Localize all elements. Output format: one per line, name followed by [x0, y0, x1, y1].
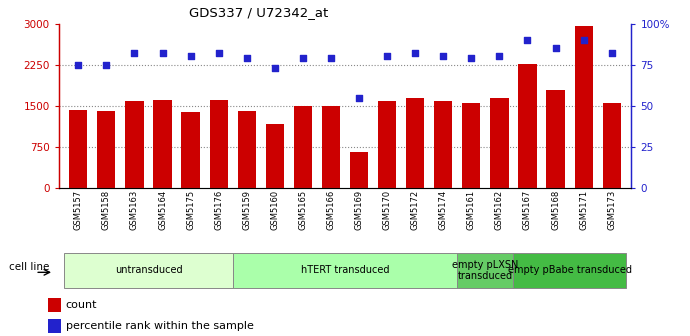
- Point: [494, 54, 505, 59]
- Text: cell line: cell line: [9, 262, 49, 272]
- Bar: [602, 102, 621, 188]
- Point: [269, 65, 280, 71]
- Bar: [126, 101, 144, 188]
- Bar: [48, 298, 61, 312]
- Title: GDS337 / U72342_at: GDS337 / U72342_at: [190, 6, 328, 19]
- Bar: [153, 100, 172, 188]
- Point: [437, 54, 448, 59]
- Bar: [322, 107, 340, 188]
- Bar: [462, 103, 480, 188]
- Bar: [69, 110, 88, 188]
- Point: [466, 55, 477, 61]
- Bar: [48, 319, 61, 333]
- Bar: [491, 98, 509, 188]
- Point: [353, 95, 364, 100]
- Point: [382, 54, 393, 59]
- Point: [522, 37, 533, 43]
- Point: [326, 55, 337, 61]
- Bar: [434, 101, 453, 188]
- Point: [157, 50, 168, 56]
- Point: [410, 50, 421, 56]
- Bar: [546, 90, 564, 188]
- Bar: [266, 125, 284, 188]
- Point: [72, 62, 83, 68]
- Point: [607, 50, 618, 56]
- FancyBboxPatch shape: [64, 253, 233, 288]
- Bar: [378, 101, 396, 188]
- Bar: [237, 111, 256, 188]
- Text: count: count: [66, 300, 97, 310]
- Bar: [294, 107, 312, 188]
- Text: hTERT transduced: hTERT transduced: [301, 265, 389, 276]
- FancyBboxPatch shape: [513, 253, 626, 288]
- Point: [185, 54, 196, 59]
- Point: [101, 62, 112, 68]
- Text: empty pBabe transduced: empty pBabe transduced: [508, 265, 631, 276]
- Text: percentile rank within the sample: percentile rank within the sample: [66, 321, 253, 331]
- Point: [297, 55, 308, 61]
- Bar: [350, 153, 368, 188]
- Bar: [518, 64, 537, 188]
- FancyBboxPatch shape: [457, 253, 513, 288]
- Point: [550, 46, 561, 51]
- Bar: [97, 111, 115, 188]
- Bar: [575, 26, 593, 188]
- Point: [241, 55, 253, 61]
- Text: untransduced: untransduced: [115, 265, 182, 276]
- Text: empty pLXSN
transduced: empty pLXSN transduced: [452, 260, 519, 281]
- Bar: [406, 98, 424, 188]
- FancyBboxPatch shape: [233, 253, 457, 288]
- Bar: [181, 113, 199, 188]
- Point: [213, 50, 224, 56]
- Point: [578, 37, 589, 43]
- Point: [129, 50, 140, 56]
- Bar: [210, 100, 228, 188]
